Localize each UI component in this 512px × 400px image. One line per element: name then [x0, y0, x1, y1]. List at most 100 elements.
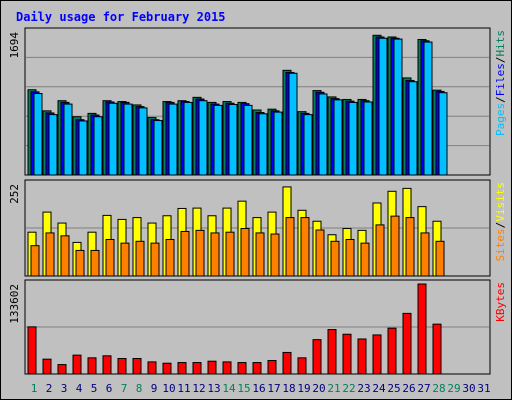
bar-pages-day-8 [138, 107, 148, 176]
bar-kbytes-day-2 [42, 358, 52, 375]
day-label-14: 14 [222, 382, 236, 395]
bar-sites-day-28 [435, 240, 445, 277]
bar-pages-day-7 [123, 103, 133, 176]
legend-entry: / [494, 222, 507, 229]
day-label-26: 26 [402, 382, 415, 395]
day-label-20: 20 [312, 382, 325, 395]
bar-pages-day-17 [273, 111, 283, 176]
bar-kbytes-day-17 [267, 360, 277, 375]
legend-entry: KBytes [494, 282, 507, 322]
bar-pages-day-23 [363, 101, 373, 176]
bar-pages-day-28 [438, 92, 448, 176]
bar-kbytes-day-3 [57, 364, 67, 375]
max-label-visits: 252 [8, 184, 21, 204]
bar-sites-day-16 [255, 232, 265, 277]
bar-pages-day-6 [108, 102, 118, 176]
bar-kbytes-day-13 [207, 360, 217, 375]
bar-kbytes-day-7 [117, 358, 127, 375]
day-label-3: 3 [61, 382, 68, 395]
bar-kbytes-day-22 [342, 333, 352, 375]
bar-kbytes-day-27 [417, 283, 427, 375]
legend-entry: Visits [494, 182, 507, 222]
day-label-11: 11 [177, 382, 190, 395]
bar-sites-day-7 [120, 242, 130, 277]
bar-kbytes-day-28 [432, 323, 442, 375]
day-label-6: 6 [106, 382, 113, 395]
legend-visits: Sites/Visits [494, 182, 507, 262]
day-label-10: 10 [162, 382, 175, 395]
day-label-1: 1 [31, 382, 38, 395]
day-label-12: 12 [192, 382, 205, 395]
bar-sites-day-24 [375, 224, 385, 277]
bar-sites-day-12 [195, 229, 205, 277]
legend-entry: Hits [494, 30, 507, 57]
day-label-16: 16 [252, 382, 265, 395]
day-label-29: 29 [447, 382, 460, 395]
bar-pages-day-9 [153, 120, 163, 176]
bar-pages-day-13 [213, 104, 223, 176]
legend-entry: Files [494, 63, 507, 96]
legend-entry: Pages [494, 103, 507, 136]
bar-sites-day-27 [420, 232, 430, 277]
bar-sites-day-13 [210, 232, 220, 277]
bar-sites-day-3 [60, 235, 70, 277]
bar-kbytes-day-18 [282, 351, 292, 375]
chart-title: Daily usage for February 2015 [16, 10, 226, 24]
bar-pages-day-11 [183, 101, 193, 176]
bar-kbytes-day-5 [87, 357, 97, 375]
day-label-18: 18 [282, 382, 295, 395]
bar-kbytes-day-4 [72, 354, 82, 375]
day-label-24: 24 [372, 382, 386, 395]
legend-hits: Pages/Files/Hits [494, 30, 507, 136]
bar-sites-day-18 [285, 217, 295, 277]
legend-entry: / [494, 96, 507, 103]
bar-sites-day-21 [330, 240, 340, 277]
bar-sites-day-17 [270, 233, 280, 277]
max-label-kbytes: 133602 [8, 284, 21, 324]
bar-kbytes-day-20 [312, 339, 322, 375]
bar-kbytes-day-26 [402, 312, 412, 375]
bar-kbytes-day-11 [177, 362, 187, 375]
bar-pages-day-27 [423, 41, 433, 176]
bar-sites-day-2 [45, 232, 55, 277]
bar-kbytes-day-24 [372, 334, 382, 375]
bar-pages-day-26 [408, 81, 418, 176]
bar-sites-day-19 [300, 217, 310, 277]
bar-kbytes-day-16 [252, 362, 262, 375]
bar-kbytes-day-14 [222, 361, 232, 375]
bar-kbytes-day-1 [27, 326, 37, 375]
bar-pages-day-4 [78, 120, 88, 176]
day-label-2: 2 [46, 382, 53, 395]
bar-sites-day-5 [90, 249, 100, 277]
day-label-27: 27 [417, 382, 430, 395]
bar-pages-day-25 [393, 38, 403, 176]
day-label-15: 15 [237, 382, 250, 395]
bar-kbytes-day-19 [297, 357, 307, 375]
bar-kbytes-day-10 [162, 362, 172, 375]
bar-pages-day-20 [318, 93, 328, 176]
bar-pages-day-5 [93, 116, 103, 176]
day-label-23: 23 [357, 382, 370, 395]
day-label-21: 21 [327, 382, 340, 395]
legend-entry: / [494, 57, 507, 64]
bar-pages-day-14 [228, 104, 238, 176]
bar-sites-day-22 [345, 238, 355, 277]
bar-kbytes-day-6 [102, 355, 112, 375]
bar-sites-day-15 [240, 228, 250, 277]
day-label-8: 8 [136, 382, 143, 395]
bar-kbytes-day-25 [387, 327, 397, 375]
bar-sites-day-10 [165, 238, 175, 277]
bar-pages-day-21 [333, 99, 343, 176]
bar-sites-day-20 [315, 229, 325, 277]
day-label-17: 17 [267, 382, 280, 395]
bar-sites-day-26 [405, 217, 415, 277]
bar-pages-day-3 [63, 103, 73, 176]
bar-kbytes-day-21 [327, 329, 337, 375]
day-label-5: 5 [91, 382, 98, 395]
bar-pages-day-10 [168, 103, 178, 176]
bar-kbytes-day-15 [237, 362, 247, 375]
day-label-22: 22 [342, 382, 355, 395]
bar-pages-day-22 [348, 101, 358, 176]
day-label-30: 30 [462, 382, 475, 395]
day-label-31: 31 [477, 382, 490, 395]
